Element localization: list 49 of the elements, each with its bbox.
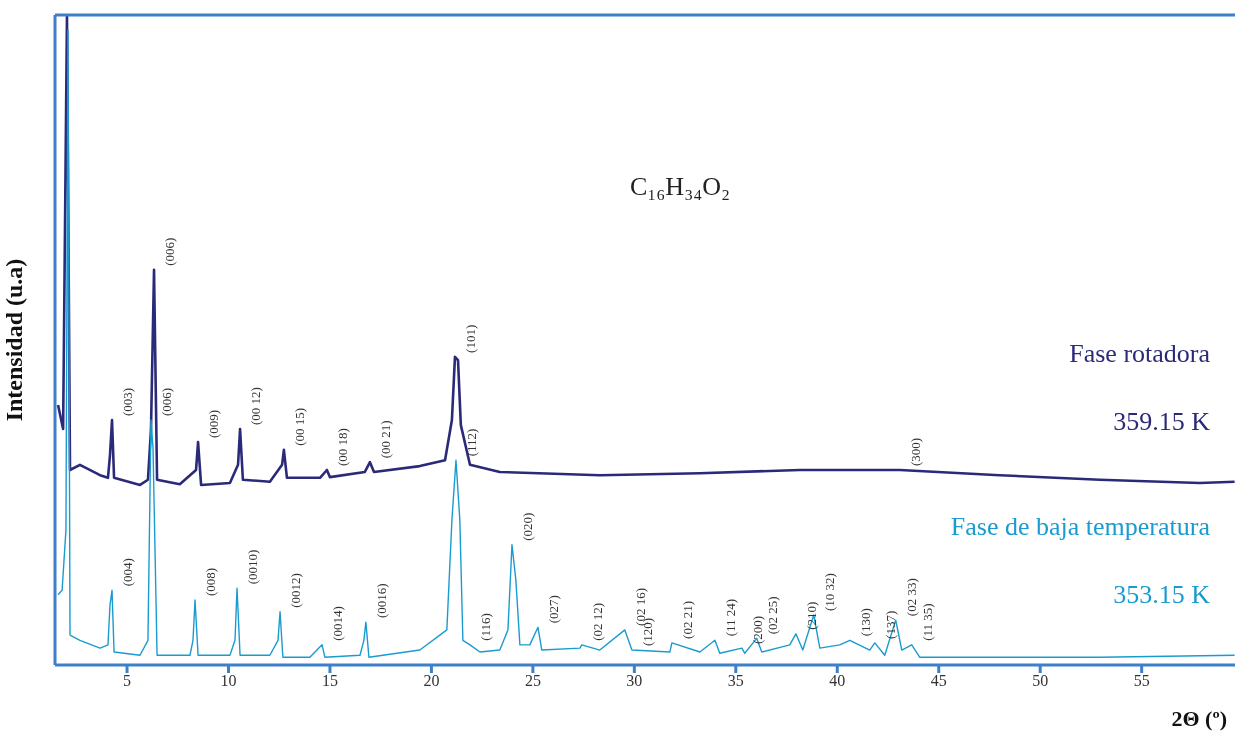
annotation: (00 15)	[291, 407, 307, 446]
annotation: (02 25)	[764, 596, 780, 635]
annotation: (101)	[462, 324, 478, 353]
x-tick-label: 45	[930, 672, 947, 690]
annotation: (11 24)	[722, 598, 738, 637]
text: Fase rotadora	[1069, 338, 1211, 368]
annotation: (10 32)	[821, 573, 837, 611]
x-tick-label: 10	[220, 672, 237, 690]
annotation: (02 33)	[903, 578, 919, 617]
annotation: (02 12)	[589, 602, 605, 641]
x-tick-label: 50	[1032, 672, 1049, 690]
y-axis-title: Intensidad (u.a)	[1, 258, 27, 422]
x-tick-label: 15	[321, 672, 338, 690]
annotation: (200)	[749, 615, 765, 645]
x-tick-label: 20	[423, 672, 440, 690]
annotation: 359.15 K	[1113, 406, 1211, 436]
x-tick-label: 55	[1133, 672, 1150, 690]
annotation: (003)	[120, 387, 136, 416]
x-tick-label: 5	[123, 672, 132, 690]
annotation: (00 21)	[377, 420, 393, 459]
annotation: (009)	[206, 409, 222, 439]
x-axis-title: 2Θ (º)	[1171, 706, 1227, 731]
annotation: (0016)	[373, 583, 389, 619]
x-tick-label: 40	[829, 672, 846, 690]
annotation: (130)	[857, 608, 873, 637]
annotation: (006)	[162, 237, 178, 266]
annotation: (0010)	[245, 549, 261, 585]
annotation: (02 21)	[679, 600, 695, 639]
annotation: (00 12)	[248, 387, 264, 426]
annotation: (300)	[907, 437, 923, 466]
x-tick-label: 30	[626, 672, 643, 690]
annotation: (006)	[158, 387, 174, 416]
annotation: (210)	[803, 601, 819, 630]
annotation: (020)	[519, 512, 535, 541]
x-tick-label: 35	[727, 672, 744, 690]
annotation: (116)	[477, 613, 493, 641]
annotation: (008)	[203, 567, 219, 596]
annotation: 353.15 K	[1113, 580, 1211, 610]
annotation: (137)	[882, 610, 898, 639]
annotation: (112)	[463, 428, 479, 457]
annotation: (00 18)	[334, 428, 350, 466]
annotation: (0014)	[330, 606, 346, 641]
text: C₁₆H₃₄O₂	[629, 172, 731, 201]
text: Fase de baja temperatura	[950, 512, 1211, 542]
annotation: (0012)	[288, 573, 304, 608]
annotation: (11 35)	[919, 603, 935, 641]
annotation: (004)	[120, 558, 136, 587]
x-tick-label: 25	[524, 672, 541, 690]
annotation: (027)	[545, 595, 561, 624]
